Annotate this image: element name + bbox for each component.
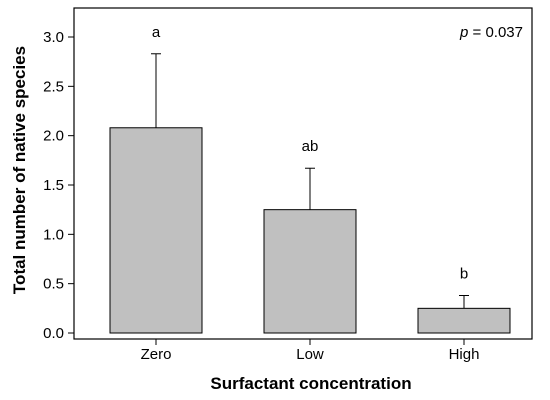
y-tick-label: 2.0 [43, 128, 64, 145]
significance-letter-zero: a [152, 24, 161, 41]
bar-low [263, 209, 357, 334]
y-tick-label: 2.5 [43, 78, 64, 95]
x-axis: Zero Low High [141, 339, 480, 363]
p-value: = 0.037 [468, 24, 523, 41]
y-tick-label: 3.0 [43, 29, 64, 46]
plot-frame [73, 7, 533, 340]
y-axis: 0.0 0.5 1.0 1.5 2.0 2.5 3.0 [43, 29, 74, 342]
p-value-annotation: p = 0.037 [459, 24, 523, 41]
significance-letter-low: ab [302, 138, 319, 155]
y-axis-title: Total number of native species [10, 46, 29, 294]
x-axis-title: Surfactant concentration [210, 374, 411, 393]
x-tick-label-zero: Zero [141, 346, 172, 363]
p-symbol: p [459, 24, 468, 41]
bar-high [417, 307, 511, 334]
y-tick-label: 0.5 [43, 276, 64, 293]
y-tick-label: 1.0 [43, 226, 64, 243]
error-bars-group [151, 53, 469, 309]
x-tick-label-high: High [449, 346, 480, 363]
y-tick-label: 1.5 [43, 177, 64, 194]
significance-letters-group: a ab b [152, 24, 468, 283]
bar-zero [109, 127, 203, 334]
y-tick-label: 0.0 [43, 325, 64, 342]
bars-group [109, 127, 511, 334]
x-tick-label-low: Low [296, 346, 324, 363]
significance-letter-high: b [460, 266, 468, 283]
